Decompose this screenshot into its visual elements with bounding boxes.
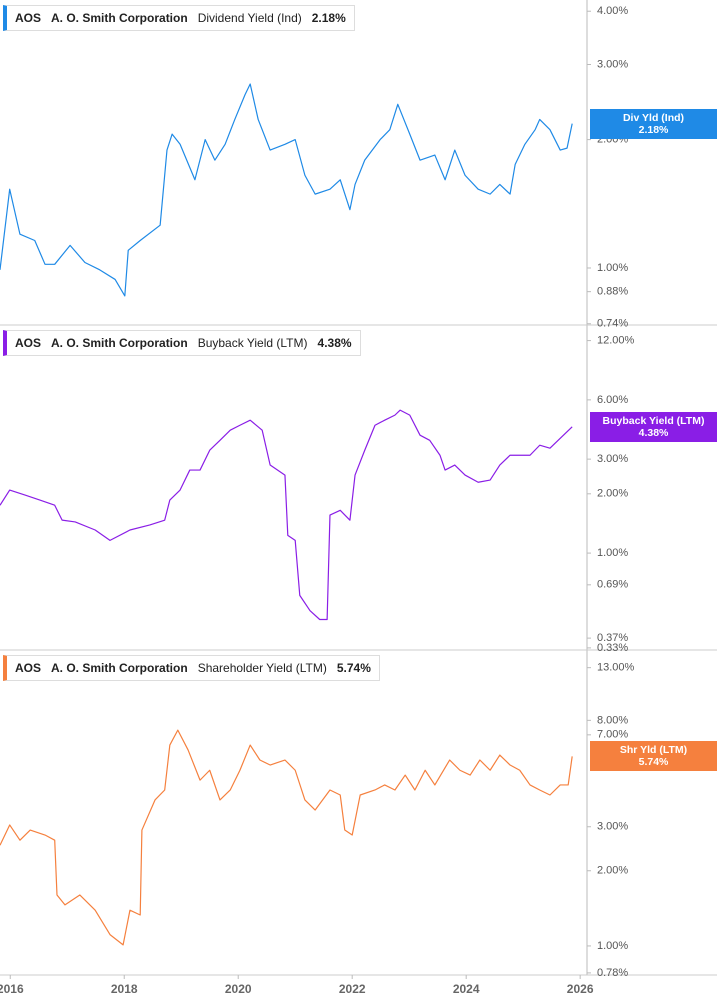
last-value: 5.74%: [336, 661, 371, 675]
y-tick-label: 0.74%: [597, 318, 628, 330]
y-tick-label: 0.33%: [597, 642, 628, 654]
y-tick-label: 7.00%: [597, 729, 628, 741]
x-tick-label: 2024: [453, 982, 480, 996]
x-tick-label: 2022: [339, 982, 366, 996]
tag-name: Buyback Yield (LTM): [602, 414, 705, 427]
y-tick-label: 13.00%: [597, 662, 635, 674]
tag-name: Shr Yld (LTM): [619, 744, 688, 757]
company-name: A. O. Smith Corporation: [51, 661, 188, 675]
y-tick-label: 1.00%: [597, 262, 628, 274]
panel-header: AOS A. O. Smith Corporation Dividend Yield…: [3, 5, 355, 31]
company-name: A. O. Smith Corporation: [51, 11, 188, 25]
y-tick-label: 3.00%: [597, 821, 628, 833]
tag-value: 4.38%: [638, 426, 669, 439]
y-tick-label: 2.00%: [597, 488, 628, 500]
last-value-tag: Buyback Yield (LTM) 4.38%: [590, 411, 717, 442]
last-value-tag: Shr Yld (LTM) 5.74%: [590, 741, 717, 772]
y-tick-label: 0.78%: [597, 967, 628, 979]
metric-name: Buyback Yield (LTM): [197, 336, 308, 350]
x-tick-label: 2020: [225, 982, 252, 996]
series-line: [0, 729, 573, 946]
panel-header: AOS A. O. Smith Corporation Shareholder Yi…: [3, 655, 380, 681]
y-tick-label: 1.00%: [597, 547, 628, 559]
ticker: AOS: [15, 661, 42, 675]
y-tick-label: 0.37%: [597, 632, 628, 644]
series-line: [0, 83, 573, 297]
x-tick-label: 2026: [567, 982, 594, 996]
y-tick-label: 0.69%: [597, 579, 628, 591]
series-line: [0, 409, 573, 621]
y-tick-label: 6.00%: [597, 394, 628, 406]
y-tick-label: 1.00%: [597, 940, 628, 952]
ticker: AOS: [15, 11, 42, 25]
metric-name: Shareholder Yield (LTM): [197, 661, 327, 675]
x-tick-label: 2018: [111, 982, 138, 996]
tag-value: 5.74%: [638, 756, 669, 769]
y-tick-label: 3.00%: [597, 453, 628, 465]
y-tick-label: 0.88%: [597, 286, 628, 298]
tag-name: Div Yld (Ind): [622, 111, 685, 124]
x-tick-label: 2016: [0, 982, 24, 996]
panel-header: AOS A. O. Smith Corporation Buyback Yield …: [3, 330, 361, 356]
last-value-tag: Div Yld (Ind) 2.18%: [590, 108, 717, 139]
y-tick-label: 4.00%: [597, 5, 628, 17]
y-tick-label: 3.00%: [597, 58, 628, 70]
y-tick-label: 2.00%: [597, 865, 628, 877]
y-tick-label: 12.00%: [597, 334, 635, 346]
ticker: AOS: [15, 336, 42, 350]
company-name: A. O. Smith Corporation: [51, 336, 188, 350]
metric-name: Dividend Yield (Ind): [197, 11, 302, 25]
last-value: 2.18%: [311, 11, 346, 25]
tag-value: 2.18%: [638, 123, 669, 136]
y-tick-label: 8.00%: [597, 714, 628, 726]
last-value: 4.38%: [317, 336, 352, 350]
